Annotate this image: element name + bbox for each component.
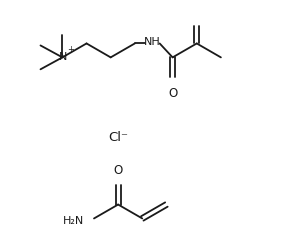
Text: NH: NH bbox=[144, 37, 161, 47]
Text: N: N bbox=[59, 52, 67, 62]
Text: H₂N: H₂N bbox=[63, 216, 84, 226]
Text: O: O bbox=[114, 164, 123, 177]
Text: +: + bbox=[67, 45, 74, 54]
Text: O: O bbox=[168, 87, 177, 100]
Text: Cl⁻: Cl⁻ bbox=[108, 131, 128, 144]
